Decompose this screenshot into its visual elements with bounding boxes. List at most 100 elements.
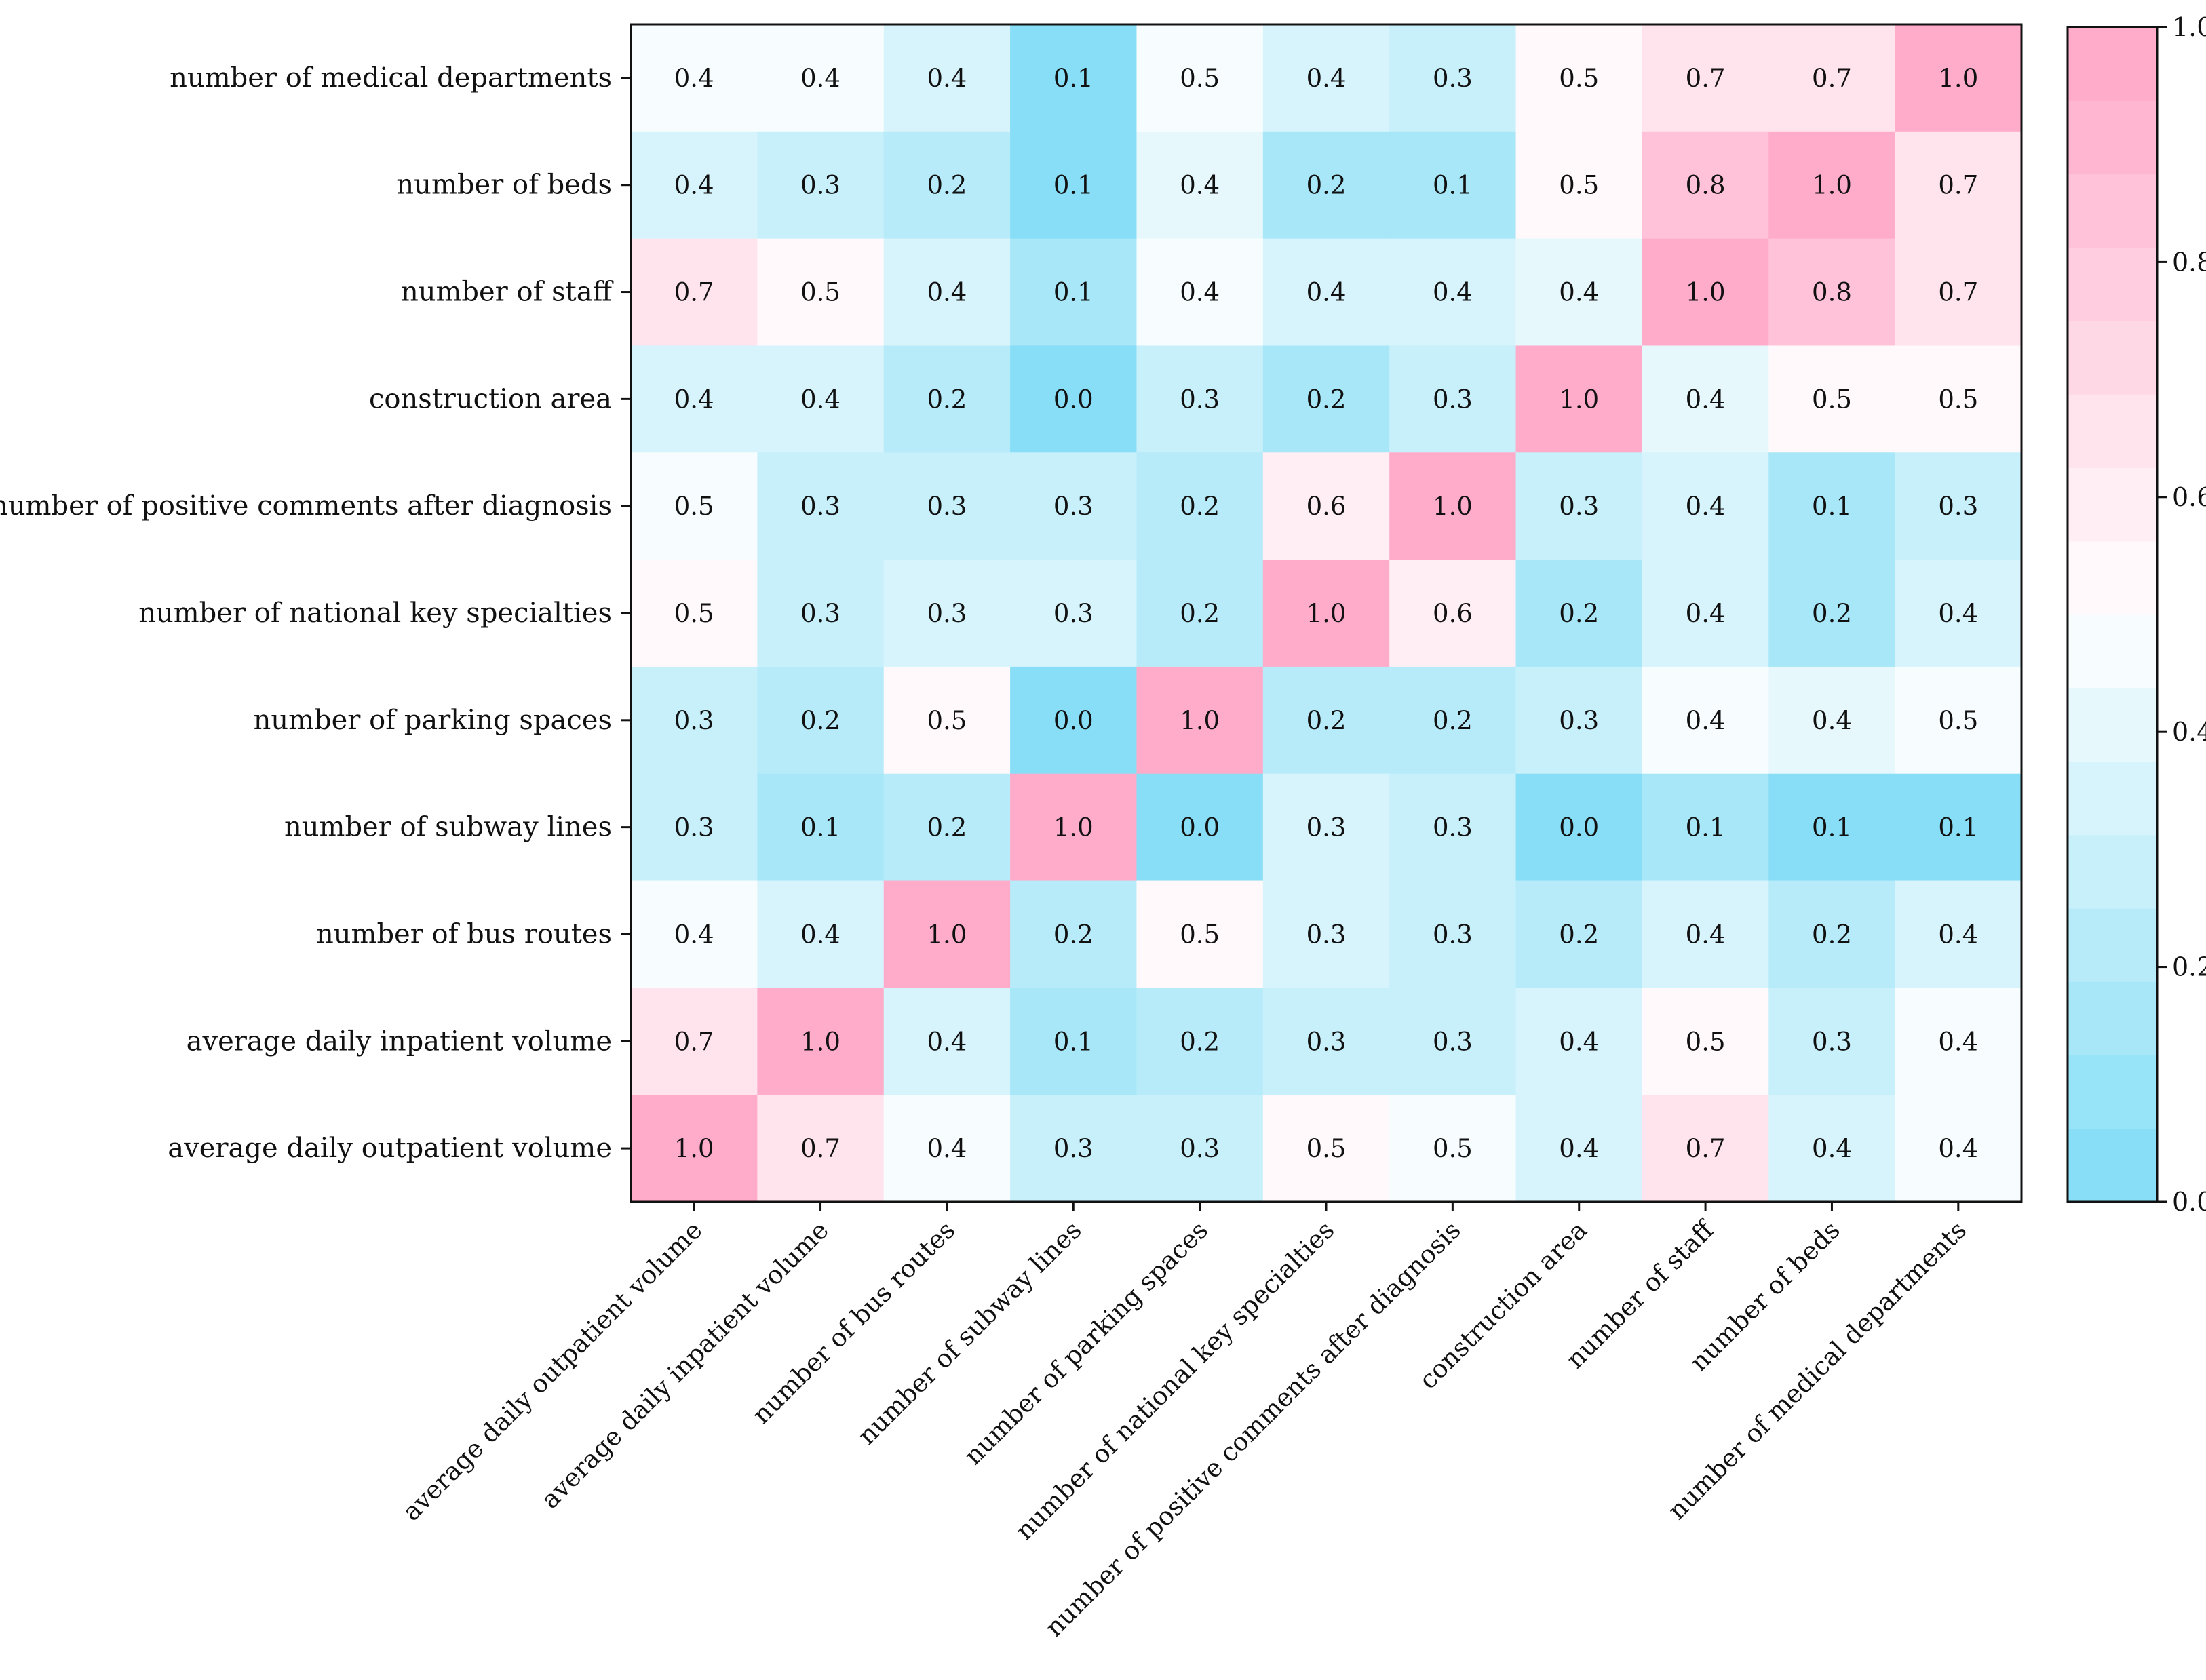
heatmap-cell — [1515, 773, 1643, 882]
heatmap-cell — [1642, 988, 1769, 1095]
cell-value-label: 0.2 — [927, 385, 967, 414]
cell-value-label: 0.2 — [1180, 492, 1220, 521]
cell-value-label: 0.5 — [1938, 706, 1978, 735]
heatmap-cell — [1136, 773, 1264, 882]
heatmap-cell — [757, 666, 885, 775]
heatmap-cell — [757, 238, 885, 347]
cell-value-label: 0.4 — [800, 385, 840, 414]
cell-value-label: 0.4 — [1180, 278, 1220, 307]
cell-value-label: 0.1 — [1812, 492, 1852, 521]
row-labels: number of medical departments number of b… — [0, 62, 631, 1164]
heatmap-cell — [883, 452, 1011, 560]
colorbar-bin — [2068, 834, 2157, 909]
heatmap-cell — [1515, 988, 1643, 1095]
cell-value-label: 1.0 — [927, 920, 967, 949]
heatmap-cell — [757, 1095, 885, 1203]
heatmap-cell — [757, 452, 885, 560]
heatmap-cell — [1642, 773, 1769, 882]
heatmap-cell — [757, 880, 885, 988]
heatmap-cell — [1136, 24, 1264, 132]
heatmap-cell — [1389, 24, 1517, 132]
cell-value-label: 1.0 — [1307, 599, 1347, 628]
heatmap-cell-labels: 0.4 0.4 0.4 0.1 0.5 0.4 0.3 0.5 0.7 0.7 1.0 0.4 0.3 0… — [674, 64, 1978, 1163]
heatmap-cell — [1895, 452, 2022, 560]
colorbar-bin — [2068, 100, 2157, 175]
heatmap-cell — [1642, 560, 1769, 667]
cell-value-label: 1.0 — [800, 1027, 840, 1056]
cell-value-label: 0.4 — [1559, 1134, 1599, 1163]
heatmap-cell — [1262, 560, 1390, 667]
cell-value-label: 0.4 — [927, 1027, 967, 1056]
cell-value-label: 0.5 — [1433, 1134, 1473, 1163]
heatmap-cell — [1389, 666, 1517, 775]
heatmap-cell — [631, 238, 758, 347]
cell-value-label: 0.3 — [1053, 599, 1094, 628]
cell-value-label: 0.5 — [1307, 1134, 1347, 1163]
cell-value-label: 0.3 — [1307, 1027, 1347, 1056]
colorbar-tick-label: 0.8 — [2172, 247, 2206, 277]
cell-value-label: 0.4 — [674, 385, 714, 414]
cell-value-label: 0.1 — [1053, 64, 1094, 93]
heatmap-cell — [1768, 880, 1896, 988]
heatmap-cell — [1515, 666, 1643, 775]
heatmap-cell — [1262, 131, 1390, 239]
heatmap-cell — [1262, 24, 1390, 132]
row-label: number of medical departments — [170, 62, 612, 94]
heatmap-cell — [631, 666, 758, 775]
cell-value-label: 0.3 — [1433, 64, 1473, 93]
cell-value-label: 0.1 — [800, 813, 840, 842]
cell-value-label: 0.5 — [1180, 920, 1220, 949]
cell-value-label: 0.4 — [1559, 278, 1599, 307]
colorbar-bin — [2068, 908, 2157, 982]
heatmap-cell — [757, 345, 885, 453]
cell-value-label: 0.0 — [1180, 813, 1220, 842]
heatmap-cell — [1515, 880, 1643, 988]
heatmap-cell — [1895, 880, 2022, 988]
heatmap-cell — [1642, 131, 1769, 239]
cell-value-label: 0.3 — [1307, 813, 1347, 842]
cell-value-label: 0.5 — [1180, 64, 1220, 93]
heatmap-cell — [1895, 666, 2022, 775]
heatmap-cell — [1389, 988, 1517, 1095]
heatmap-cell — [1642, 666, 1769, 775]
heatmap-cell — [1136, 131, 1264, 239]
cell-value-label: 0.2 — [1307, 706, 1347, 735]
cell-value-label: 0.2 — [927, 813, 967, 842]
cell-value-label: 0.4 — [1686, 599, 1726, 628]
heatmap-cell — [1895, 345, 2022, 453]
cell-value-label: 0.4 — [800, 920, 840, 949]
heatmap-cell — [1642, 880, 1769, 988]
cell-value-label: 0.0 — [1559, 813, 1599, 842]
cell-value-label: 0.2 — [1812, 599, 1852, 628]
cell-value-label: 0.1 — [1053, 278, 1094, 307]
colorbar-bin — [2068, 247, 2157, 321]
row-label: number of bus routes — [316, 918, 612, 950]
cell-value-label: 0.2 — [1433, 706, 1473, 735]
cell-value-label: 0.6 — [1433, 599, 1473, 628]
row-label: number of positive comments after diagno… — [0, 490, 612, 522]
heatmap-cell — [883, 1095, 1011, 1203]
heatmap-cell — [631, 560, 758, 667]
cell-value-label: 0.7 — [1938, 278, 1978, 307]
cell-value-label: 0.3 — [1938, 492, 1978, 521]
cell-value-label: 0.5 — [1559, 64, 1599, 93]
heatmap-cell — [1262, 345, 1390, 453]
cell-value-label: 0.4 — [1938, 599, 1978, 628]
heatmap-cell — [1389, 1095, 1517, 1203]
heatmap-cell — [1010, 345, 1138, 453]
cell-value-label: 0.5 — [1559, 171, 1599, 200]
cell-value-label: 1.0 — [1180, 706, 1220, 735]
heatmap-cell — [1515, 1095, 1643, 1203]
cell-value-label: 0.2 — [1559, 599, 1599, 628]
cell-value-label: 0.3 — [1559, 492, 1599, 521]
cell-value-label: 0.3 — [1053, 1134, 1094, 1163]
cell-value-label: 0.3 — [1433, 813, 1473, 842]
heatmap-cell — [1768, 773, 1896, 882]
heatmap-cell — [1768, 345, 1896, 453]
heatmap-cell — [1136, 1095, 1264, 1203]
heatmap-cell — [883, 24, 1011, 132]
cell-value-label: 0.4 — [927, 278, 967, 307]
cell-value-label: 0.4 — [1686, 920, 1726, 949]
heatmap-cell — [757, 24, 885, 132]
cell-value-label: 0.3 — [927, 492, 967, 521]
